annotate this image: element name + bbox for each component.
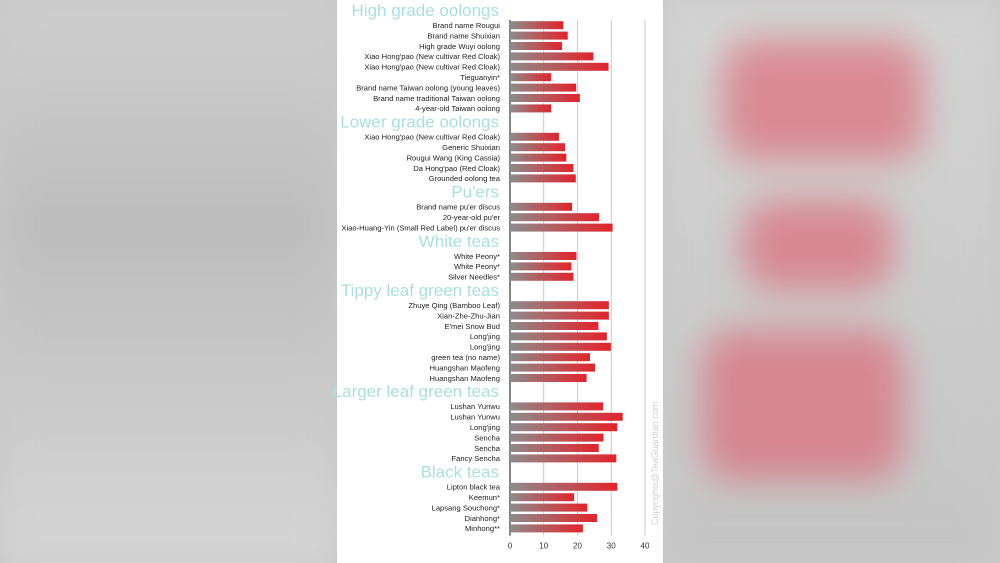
- category-label: Dianhong*: [465, 514, 501, 523]
- category-label: Keemun*: [469, 493, 500, 502]
- bar: [510, 262, 572, 271]
- category-label: green tea (no name): [431, 353, 500, 362]
- bar: [510, 433, 604, 442]
- x-tick-label: 20: [573, 542, 582, 551]
- category-label: Long'jing: [470, 423, 500, 432]
- bar: [510, 374, 587, 382]
- category-label: 4-year-old Taiwan oolong: [415, 104, 500, 113]
- category-label: Lushan Yunwu: [450, 413, 500, 422]
- bar: [510, 62, 609, 71]
- category-label: E'mei Snow Bud: [445, 322, 500, 331]
- bar: [510, 213, 600, 222]
- bar: [510, 301, 609, 310]
- group-title: Tippy leaf green teas: [341, 281, 499, 300]
- category-label: Lipton black tea: [447, 483, 501, 492]
- category-label: Xiao Hong'pao (New cultivar Red Cloak): [364, 63, 500, 72]
- x-tick-label: 40: [641, 542, 650, 551]
- chart-panel: [337, 0, 663, 563]
- bar: [510, 104, 552, 113]
- category-label: Brand name pu'er discus: [416, 203, 500, 212]
- bar: [510, 153, 567, 162]
- bar: [510, 311, 609, 320]
- bar: [510, 353, 590, 362]
- bar: [510, 444, 599, 452]
- category-label: Brand name Rougui: [432, 21, 500, 30]
- bar: [510, 493, 575, 502]
- bar: [510, 402, 604, 411]
- bar: [510, 514, 598, 522]
- bar: [510, 83, 577, 92]
- category-label: Minhong**: [465, 524, 500, 533]
- bar: [510, 164, 574, 172]
- bar: [510, 252, 577, 260]
- category-label: Da Hong'pao (Red Cloak): [413, 164, 500, 173]
- bar: [510, 503, 588, 512]
- copyright-text: Copyrights@TeaGuardian.com: [650, 402, 660, 525]
- bar: [510, 174, 576, 183]
- blurred-background-left: [0, 0, 337, 563]
- bar: [510, 322, 599, 330]
- bar: [510, 31, 568, 40]
- bar: [510, 21, 564, 30]
- bar: [510, 423, 618, 432]
- category-label: Brand name Shuixian: [427, 31, 500, 40]
- category-label: Xiao Hong'pao (New cultivar Red Cloak): [364, 52, 500, 61]
- x-tick-label: 0: [508, 542, 513, 551]
- category-label: Long'jing: [470, 332, 500, 341]
- category-label: Sencha: [474, 433, 501, 442]
- category-label: Sencha: [474, 444, 501, 453]
- bar: [510, 132, 559, 141]
- category-label: Brand name Taiwan oolong (young leaves): [356, 83, 500, 92]
- group-title: High grade oolongs: [352, 1, 499, 20]
- category-label: Zhuye Qing (Bamboo Leaf): [408, 301, 500, 310]
- category-label: Rougui Wang (King Cassia): [407, 153, 501, 162]
- bar: [510, 342, 611, 351]
- category-label: Lushan Yunwu: [450, 402, 500, 411]
- x-tick-label: 10: [539, 542, 548, 551]
- category-label: White Peony*: [454, 252, 500, 261]
- x-tick-label: 30: [607, 542, 616, 551]
- bar: [510, 73, 552, 82]
- category-label: White Peony*: [454, 262, 500, 271]
- category-label: Long'jing: [470, 343, 500, 352]
- bar: [510, 363, 596, 372]
- category-label: Tieguanyin*: [460, 73, 500, 82]
- bar: [510, 272, 574, 281]
- category-label: Xian-Zhe-Zhu-Jian: [437, 311, 500, 320]
- bar: [510, 202, 573, 211]
- bar: [510, 42, 562, 50]
- group-title: Larger leaf green teas: [333, 382, 499, 401]
- category-label: Xiao Hong'pao (New cultivar Red Cloak): [364, 133, 500, 142]
- group-title: Pu'ers: [451, 183, 499, 202]
- category-label: Lapsang Souchong*: [432, 503, 500, 512]
- bar: [510, 94, 580, 102]
- bar: [510, 454, 617, 463]
- category-label: Xiao-Huang-Yin (Small Red Label) pu'er d…: [341, 223, 500, 232]
- category-label: Brand name traditional Taiwan oolong: [373, 94, 500, 103]
- bar: [510, 332, 607, 341]
- bar: [510, 524, 583, 533]
- bar: [510, 143, 566, 152]
- category-label: Generic Shuixian: [442, 143, 500, 152]
- category-label: Grounded oolong tea: [429, 174, 501, 183]
- category-label: Huangshan Maofeng: [429, 363, 500, 372]
- category-label: Silver Needles*: [448, 273, 500, 282]
- bar: [510, 412, 623, 421]
- group-title: Lower grade oolongs: [340, 113, 499, 132]
- category-label: Huangshan Maofeng: [429, 374, 500, 383]
- category-label: Fancy Sencha: [451, 454, 500, 463]
- group-title: White teas: [419, 232, 499, 251]
- group-title: Black teas: [421, 463, 499, 482]
- blurred-background-right: [663, 0, 1000, 563]
- bar: [510, 52, 594, 61]
- category-label: 20-year-old pu'er: [443, 213, 501, 222]
- bar: [510, 223, 613, 232]
- bar: [510, 482, 618, 491]
- category-label: High grade Wuyi oolong: [419, 42, 500, 51]
